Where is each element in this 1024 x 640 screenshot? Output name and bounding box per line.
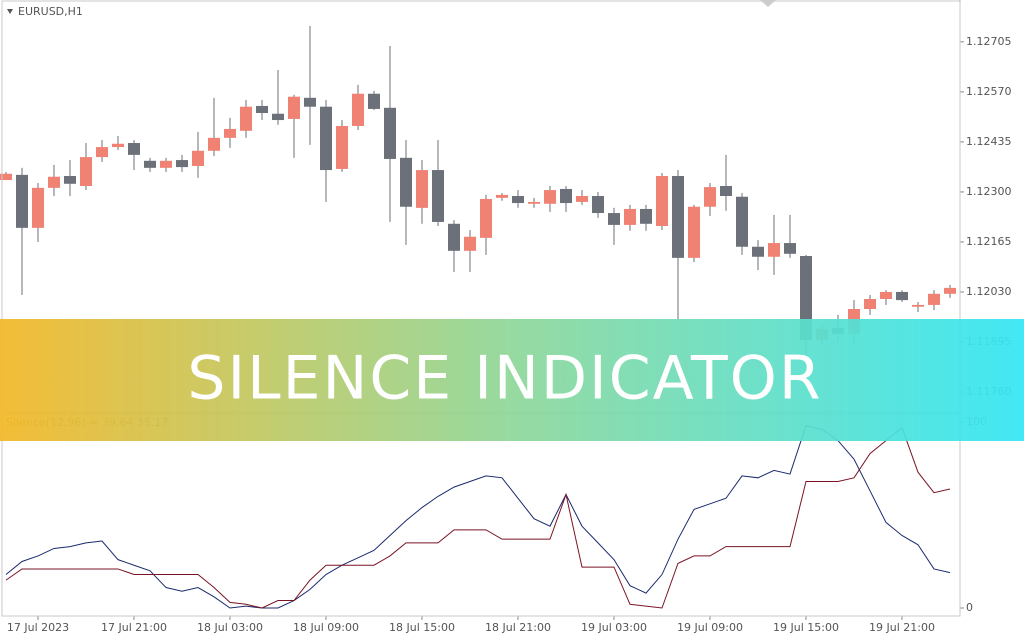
- candle-body: [240, 106, 252, 131]
- candle-body: [688, 206, 700, 258]
- candle-body: [160, 160, 172, 168]
- candle-body: [432, 170, 444, 222]
- candle-body: [784, 243, 796, 254]
- candle-body: [320, 106, 332, 171]
- candle-body: [192, 150, 204, 166]
- candle-body: [560, 188, 572, 204]
- candle-body: [528, 201, 540, 204]
- candle-body: [944, 287, 956, 294]
- candle-body: [416, 170, 428, 208]
- indicator-line: [5, 425, 951, 609]
- candle-body: [896, 291, 908, 301]
- x-tick-label: 17 Jul 21:00: [101, 621, 167, 634]
- candle-body: [208, 137, 220, 151]
- scroll-marker: [760, 0, 776, 7]
- y-tick-label: 1.12030: [966, 285, 1012, 298]
- candle-body: [624, 208, 636, 225]
- candle-body: [304, 97, 316, 107]
- candle-body: [448, 223, 460, 251]
- banner-title: SILENCE INDICATOR: [187, 344, 822, 414]
- candle-body: [752, 246, 764, 257]
- candle-body: [144, 160, 156, 168]
- candle-body: [64, 175, 76, 184]
- candle-body: [928, 293, 940, 305]
- candle-body: [496, 194, 508, 198]
- x-tick-label: 19 Jul 09:00: [677, 621, 743, 634]
- candle-body: [224, 128, 236, 138]
- candle-body: [288, 96, 300, 119]
- candle-body: [592, 195, 604, 214]
- candle-body: [384, 107, 396, 159]
- candle-body: [464, 236, 476, 251]
- candle-body: [32, 187, 44, 228]
- y-tick-label: 1.12570: [966, 85, 1012, 98]
- candle-body: [640, 208, 652, 224]
- candle-body: [272, 113, 284, 121]
- candle-body: [0, 173, 12, 181]
- candle-body: [400, 157, 412, 207]
- candle-body: [352, 93, 364, 126]
- x-tick-label: 18 Jul 03:00: [197, 621, 263, 634]
- candle-body: [608, 213, 620, 225]
- candle-body: [256, 105, 268, 114]
- candle-body: [720, 185, 732, 196]
- candle-body: [176, 160, 188, 168]
- candle-body: [48, 176, 60, 188]
- candle-body: [912, 304, 924, 307]
- y-tick-label: 1.12435: [966, 135, 1012, 148]
- candle-body: [736, 196, 748, 247]
- candle-body: [480, 198, 492, 238]
- x-tick-label: 18 Jul 09:00: [293, 621, 359, 634]
- symbol-label: EURUSD,H1: [18, 5, 83, 18]
- x-tick-label: 19 Jul 15:00: [773, 621, 839, 634]
- y-tick-label: 1.12705: [966, 35, 1012, 48]
- candle-body: [864, 298, 876, 309]
- candle-body: [768, 243, 780, 257]
- candle-body: [336, 125, 348, 169]
- candle-body: [576, 195, 588, 202]
- candle-body: [672, 175, 684, 258]
- candle-body: [128, 143, 140, 155]
- candle-body: [96, 147, 108, 158]
- x-tick-label: 18 Jul 21:00: [485, 621, 551, 634]
- x-tick-label: 19 Jul 21:00: [869, 621, 935, 634]
- candle-body: [512, 195, 524, 204]
- candle-body: [704, 187, 716, 207]
- y-tick-label: 1.12300: [966, 185, 1012, 198]
- candle-body: [80, 157, 92, 186]
- x-tick-label: 18 Jul 15:00: [389, 621, 455, 634]
- x-tick-label: 19 Jul 03:00: [581, 621, 647, 634]
- y-tick-label: 0: [966, 601, 973, 614]
- candle-body: [368, 93, 380, 109]
- candle-body: [656, 175, 668, 227]
- candle-body: [544, 190, 556, 204]
- indicator-line: [5, 426, 951, 609]
- candle-body: [880, 291, 892, 299]
- banner: [0, 319, 1024, 441]
- candle-body: [112, 143, 124, 148]
- y-tick-label: 1.12165: [966, 235, 1012, 248]
- symbol-menu-icon[interactable]: [7, 9, 13, 14]
- x-tick-label: 17 Jul 2023: [7, 621, 69, 634]
- candle-body: [16, 174, 28, 228]
